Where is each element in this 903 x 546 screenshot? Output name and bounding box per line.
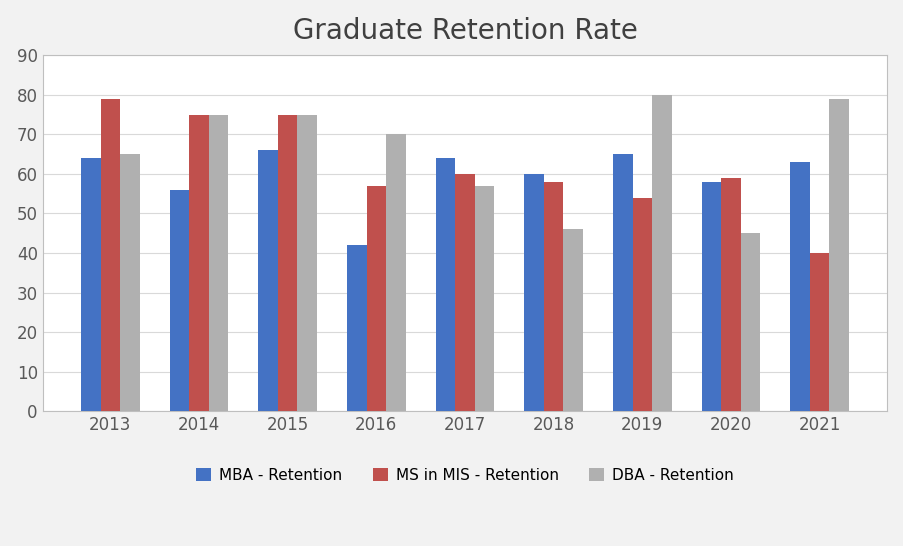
Bar — [170, 190, 189, 411]
Bar — [120, 154, 139, 411]
Bar — [563, 229, 582, 411]
Bar — [721, 178, 740, 411]
Bar — [651, 95, 671, 411]
Bar — [809, 253, 829, 411]
Bar — [544, 182, 563, 411]
Title: Graduate Retention Rate: Graduate Retention Rate — [293, 17, 637, 45]
Bar — [740, 233, 759, 411]
Bar — [455, 174, 474, 411]
Bar — [386, 134, 405, 411]
Bar — [829, 99, 848, 411]
Bar — [209, 115, 228, 411]
Bar — [789, 162, 809, 411]
Bar — [701, 182, 721, 411]
Bar — [632, 198, 651, 411]
Bar — [347, 245, 366, 411]
Bar — [277, 115, 297, 411]
Bar — [81, 158, 100, 411]
Bar — [258, 150, 277, 411]
Bar — [100, 99, 120, 411]
Bar — [297, 115, 317, 411]
Bar — [189, 115, 209, 411]
Bar — [435, 158, 455, 411]
Bar — [474, 186, 494, 411]
Bar — [524, 174, 544, 411]
Bar — [612, 154, 632, 411]
Legend: MBA - Retention, MS in MIS - Retention, DBA - Retention: MBA - Retention, MS in MIS - Retention, … — [190, 461, 740, 489]
Bar — [366, 186, 386, 411]
